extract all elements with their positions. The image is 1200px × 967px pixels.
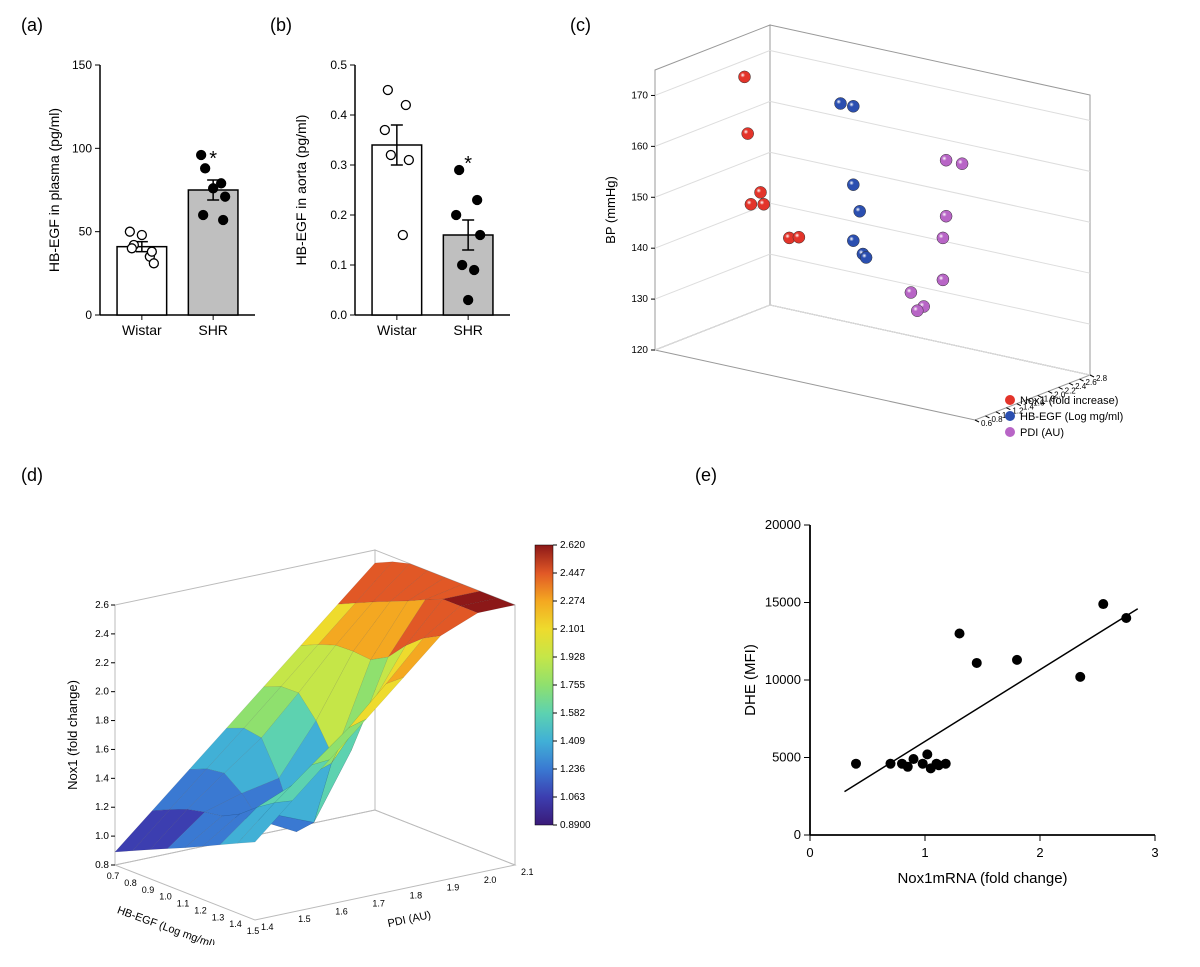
svg-text:DHE (MFI): DHE (MFI)	[742, 644, 759, 716]
svg-text:1.3: 1.3	[212, 912, 225, 922]
svg-text:0.7: 0.7	[107, 871, 120, 881]
svg-text:2.6: 2.6	[95, 600, 109, 611]
panel-b-svg: 0.0 0.1 0.2 0.3 0.4 0.5 HB-EGF in aorta (pg/ml…	[290, 35, 520, 355]
svg-text:150: 150	[631, 192, 648, 203]
svg-text:1.063: 1.063	[560, 792, 585, 803]
svg-text:50: 50	[79, 225, 93, 239]
svg-text:0.0: 0.0	[330, 308, 347, 322]
svg-text:1.8: 1.8	[95, 716, 109, 727]
panel-label-b: (b)	[270, 15, 292, 36]
svg-text:0.2: 0.2	[330, 208, 347, 222]
svg-text:1.4: 1.4	[229, 919, 242, 929]
svg-text:1.6: 1.6	[335, 906, 348, 916]
svg-text:0.5: 0.5	[330, 58, 347, 72]
svg-text:130: 130	[631, 294, 648, 305]
svg-text:SHR: SHR	[198, 322, 228, 338]
svg-text:1.0: 1.0	[95, 831, 109, 842]
svg-text:*: *	[464, 153, 472, 175]
panel-e: 0 5000 10000 15000 20000 0 1 2 3 Nox1mRNA (fold c…	[735, 505, 1175, 905]
svg-text:1.2: 1.2	[95, 802, 109, 813]
panel-a: 0 50 100 150 HB-EGF in plasma (pg/ml) Wistar S…	[45, 35, 265, 355]
svg-text:2: 2	[1036, 845, 1043, 860]
svg-text:1.1: 1.1	[177, 899, 190, 909]
svg-text:*: *	[209, 148, 217, 170]
svg-text:1.8: 1.8	[410, 891, 423, 901]
svg-text:0.9: 0.9	[142, 885, 155, 895]
panel-label-d: (d)	[21, 465, 43, 486]
svg-text:1.4: 1.4	[261, 922, 274, 932]
svg-text:170: 170	[631, 90, 648, 101]
svg-text:1.9: 1.9	[447, 883, 460, 893]
svg-text:2.0: 2.0	[484, 875, 497, 885]
svg-text:Wistar: Wistar	[122, 322, 162, 338]
svg-text:2.620: 2.620	[560, 540, 585, 551]
svg-text:140: 140	[631, 243, 648, 254]
svg-text:PDI (AU): PDI (AU)	[387, 909, 433, 930]
svg-text:2.8: 2.8	[1096, 374, 1108, 383]
svg-text:2.101: 2.101	[560, 624, 585, 635]
svg-text:Nox1 (fold change): Nox1 (fold change)	[65, 680, 80, 790]
svg-text:1.755: 1.755	[560, 680, 585, 691]
svg-text:160: 160	[631, 141, 648, 152]
svg-text:0.1: 0.1	[330, 258, 347, 272]
panel-d-svg: 0.8 1.0 1.2 1.4 1.6 1.8 2.0 2.2 2.4 2.6 Nox1 (fold…	[25, 485, 685, 945]
svg-text:120: 120	[631, 345, 648, 356]
svg-text:5000: 5000	[772, 750, 801, 765]
panel-d: 0.8 1.0 1.2 1.4 1.6 1.8 2.0 2.2 2.4 2.6 Nox1 (fold…	[25, 485, 685, 945]
svg-text:2.447: 2.447	[560, 568, 585, 579]
svg-text:1.236: 1.236	[560, 764, 585, 775]
svg-text:100: 100	[72, 141, 92, 155]
svg-text:SHR: SHR	[453, 322, 483, 338]
svg-text:BP (mmHg): BP (mmHg)	[603, 176, 618, 244]
svg-text:2.1: 2.1	[521, 867, 534, 877]
svg-text:150: 150	[72, 58, 92, 72]
svg-text:1.928: 1.928	[560, 652, 585, 663]
svg-text:1.2: 1.2	[194, 905, 207, 915]
svg-text:20000: 20000	[765, 517, 801, 532]
svg-text:1.5: 1.5	[247, 926, 260, 936]
panel-label-a: (a)	[21, 15, 43, 36]
svg-text:HB-EGF in aorta (pg/ml): HB-EGF in aorta (pg/ml)	[293, 115, 309, 266]
svg-text:2.4: 2.4	[95, 629, 109, 640]
svg-text:0.8: 0.8	[95, 860, 109, 871]
svg-text:1.409: 1.409	[560, 736, 585, 747]
svg-text:PDI (AU): PDI (AU)	[1020, 427, 1064, 439]
svg-text:0.3: 0.3	[330, 158, 347, 172]
svg-text:1.5: 1.5	[298, 914, 311, 924]
svg-text:Nox1 (fold increase): Nox1 (fold increase)	[1020, 395, 1118, 407]
svg-text:15000: 15000	[765, 595, 801, 610]
svg-text:10000: 10000	[765, 672, 801, 687]
panel-c: 120130140150160170BP (mmHg)0.60.81.01.21…	[580, 20, 1185, 450]
svg-text:0: 0	[806, 845, 813, 860]
svg-text:Wistar: Wistar	[377, 322, 417, 338]
svg-text:0.8900: 0.8900	[560, 820, 591, 831]
svg-text:2.2: 2.2	[95, 658, 109, 669]
svg-text:3: 3	[1151, 845, 1158, 860]
svg-text:1.6: 1.6	[95, 744, 109, 755]
svg-text:1: 1	[921, 845, 928, 860]
panel-b: 0.0 0.1 0.2 0.3 0.4 0.5 HB-EGF in aorta (pg/ml…	[290, 35, 520, 355]
svg-text:0.8: 0.8	[124, 878, 137, 888]
svg-text:1.7: 1.7	[372, 898, 385, 908]
panel-a-svg: 0 50 100 150 HB-EGF in plasma (pg/ml) Wistar S…	[45, 35, 265, 355]
panel-e-svg: 0 5000 10000 15000 20000 0 1 2 3 Nox1mRNA (fold c…	[735, 505, 1175, 905]
svg-text:2.0: 2.0	[95, 687, 109, 698]
svg-text:1.0: 1.0	[159, 892, 172, 902]
svg-text:1.582: 1.582	[560, 708, 585, 719]
svg-text:0.4: 0.4	[330, 108, 347, 122]
svg-text:HB-EGF in plasma (pg/ml): HB-EGF in plasma (pg/ml)	[46, 108, 62, 272]
svg-text:0: 0	[85, 308, 92, 322]
multi-panel-figure: (a) (b) (c) (d) (e) 050100150HB-EGF in p…	[15, 15, 1185, 952]
svg-text:Nox1mRNA (fold change): Nox1mRNA (fold change)	[897, 870, 1067, 887]
panel-label-e: (e)	[695, 465, 717, 486]
panel-c-svg: 120130140150160170BP (mmHg)0.60.81.01.21…	[580, 20, 1185, 450]
svg-text:HB-EGF (Log mg/ml): HB-EGF (Log mg/ml)	[1020, 411, 1123, 423]
svg-text:1.4: 1.4	[95, 773, 109, 784]
svg-text:2.274: 2.274	[560, 596, 585, 607]
svg-text:0: 0	[794, 827, 801, 842]
